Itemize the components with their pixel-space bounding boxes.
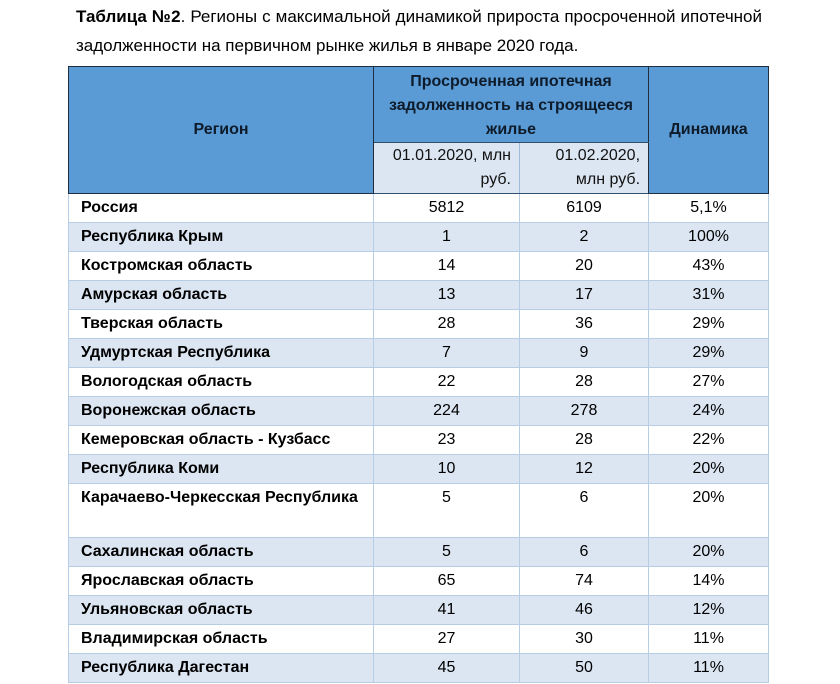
value-jan-cell: 10 xyxy=(373,454,520,484)
header-date-feb: 01.02.2020, млн руб. xyxy=(518,142,650,194)
dynamics-cell: 43% xyxy=(648,251,770,281)
value-feb-cell: 20 xyxy=(518,251,650,281)
dynamics-cell: 24% xyxy=(648,396,770,426)
value-jan-cell: 7 xyxy=(373,338,520,368)
dynamics-cell: 14% xyxy=(648,566,770,596)
value-jan-cell: 28 xyxy=(373,309,520,339)
value-jan-cell: 5812 xyxy=(373,193,520,223)
table-row: Тверская область 28 36 29% xyxy=(68,309,770,339)
region-cell: Республика Коми xyxy=(68,454,374,484)
dynamics-cell: 12% xyxy=(648,595,770,625)
value-feb-cell: 17 xyxy=(518,280,650,310)
value-jan-cell: 5 xyxy=(373,537,520,567)
region-cell: Костромская область xyxy=(68,251,374,281)
value-feb-cell: 6109 xyxy=(518,193,650,223)
caption-text: . Регионы с максимальной динамикой приро… xyxy=(76,7,763,55)
table-row: Карачаево-Черкесская Республика 5 6 20% xyxy=(68,483,770,538)
table-row: Республика Дагестан 45 50 11% xyxy=(68,653,770,683)
region-cell: Удмуртская Республика xyxy=(68,338,374,368)
region-cell: Россия xyxy=(68,193,374,223)
table-row: Россия 5812 6109 5,1% xyxy=(68,193,770,223)
value-feb-cell: 30 xyxy=(518,624,650,654)
value-jan-cell: 41 xyxy=(373,595,520,625)
value-jan-cell: 5 xyxy=(373,483,520,538)
region-cell: Республика Крым xyxy=(68,222,374,252)
region-cell: Тверская область xyxy=(68,309,374,339)
table-row: Сахалинская область 5 6 20% xyxy=(68,537,770,567)
dynamics-cell: 11% xyxy=(648,653,770,683)
header-region: Регион xyxy=(68,66,374,194)
header-dynamics: Динамика xyxy=(648,66,770,194)
dynamics-cell: 20% xyxy=(648,537,770,567)
region-cell: Карачаево-Черкесская Республика xyxy=(68,483,374,538)
value-feb-cell: 9 xyxy=(518,338,650,368)
region-cell: Кемеровская область - Кузбасс xyxy=(68,425,374,455)
region-cell: Вологодская область xyxy=(68,367,374,397)
dynamics-cell: 20% xyxy=(648,454,770,484)
regions-table: Регион Просроченная ипотечная задолженно… xyxy=(68,66,770,683)
table-row: Ульяновская область 41 46 12% xyxy=(68,595,770,625)
value-jan-cell: 27 xyxy=(373,624,520,654)
value-jan-cell: 13 xyxy=(373,280,520,310)
table-row: Республика Крым 1 2 100% xyxy=(68,222,770,252)
table-row: Амурская область 13 17 31% xyxy=(68,280,770,310)
header-date-jan: 01.01.2020, млн руб. xyxy=(373,142,520,194)
value-feb-cell: 6 xyxy=(518,483,650,538)
value-feb-cell: 12 xyxy=(518,454,650,484)
table-row: Воронежская область 224 278 24% xyxy=(68,396,770,426)
table-row: Костромская область 14 20 43% xyxy=(68,251,770,281)
region-cell: Сахалинская область xyxy=(68,537,374,567)
table-row: Кемеровская область - Кузбасс 23 28 22% xyxy=(68,425,770,455)
value-jan-cell: 45 xyxy=(373,653,520,683)
value-feb-cell: 46 xyxy=(518,595,650,625)
region-cell: Амурская область xyxy=(68,280,374,310)
dynamics-cell: 20% xyxy=(648,483,770,538)
table-caption: Таблица №2. Регионы с максимальной динам… xyxy=(76,2,762,60)
region-cell: Воронежская область xyxy=(68,396,374,426)
dynamics-cell: 5,1% xyxy=(648,193,770,223)
value-jan-cell: 23 xyxy=(373,425,520,455)
value-jan-cell: 224 xyxy=(373,396,520,426)
value-feb-cell: 278 xyxy=(518,396,650,426)
dynamics-cell: 22% xyxy=(648,425,770,455)
value-jan-cell: 14 xyxy=(373,251,520,281)
caption-label: Таблица №2 xyxy=(76,7,181,26)
table-row: Республика Коми 10 12 20% xyxy=(68,454,770,484)
value-feb-cell: 36 xyxy=(518,309,650,339)
table-row: Удмуртская Республика 7 9 29% xyxy=(68,338,770,368)
value-feb-cell: 28 xyxy=(518,367,650,397)
value-feb-cell: 74 xyxy=(518,566,650,596)
table-row: Вологодская область 22 28 27% xyxy=(68,367,770,397)
dynamics-cell: 29% xyxy=(648,309,770,339)
dynamics-cell: 11% xyxy=(648,624,770,654)
dynamics-cell: 31% xyxy=(648,280,770,310)
header-overdue-debt: Просроченная ипотечная задолженность на … xyxy=(372,66,650,143)
value-jan-cell: 1 xyxy=(373,222,520,252)
dynamics-cell: 29% xyxy=(648,338,770,368)
region-cell: Владимирская область xyxy=(68,624,374,654)
value-jan-cell: 65 xyxy=(373,566,520,596)
value-jan-cell: 22 xyxy=(373,367,520,397)
value-feb-cell: 6 xyxy=(518,537,650,567)
value-feb-cell: 2 xyxy=(518,222,650,252)
value-feb-cell: 28 xyxy=(518,425,650,455)
dynamics-cell: 100% xyxy=(648,222,770,252)
region-cell: Республика Дагестан xyxy=(68,653,374,683)
region-cell: Ярославская область xyxy=(68,566,374,596)
region-cell: Ульяновская область xyxy=(68,595,374,625)
dynamics-cell: 27% xyxy=(648,367,770,397)
table-row: Владимирская область 27 30 11% xyxy=(68,624,770,654)
value-feb-cell: 50 xyxy=(518,653,650,683)
table-row: Ярославская область 65 74 14% xyxy=(68,566,770,596)
